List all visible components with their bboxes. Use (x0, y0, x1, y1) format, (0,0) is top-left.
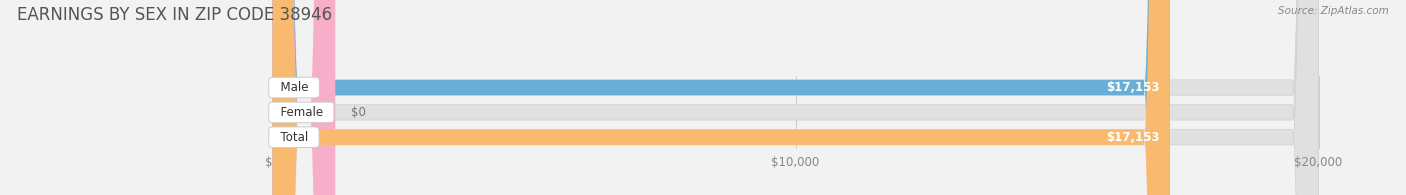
Text: Male: Male (273, 81, 315, 94)
FancyBboxPatch shape (273, 0, 1170, 195)
Text: Total: Total (273, 131, 315, 144)
Text: Female: Female (273, 106, 330, 119)
FancyBboxPatch shape (273, 0, 1319, 195)
FancyBboxPatch shape (273, 0, 1319, 195)
Text: EARNINGS BY SEX IN ZIP CODE 38946: EARNINGS BY SEX IN ZIP CODE 38946 (17, 6, 332, 24)
Text: Source: ZipAtlas.com: Source: ZipAtlas.com (1278, 6, 1389, 16)
FancyBboxPatch shape (273, 0, 1170, 195)
Text: $17,153: $17,153 (1105, 81, 1159, 94)
Text: $0: $0 (352, 106, 366, 119)
Text: $17,153: $17,153 (1105, 131, 1159, 144)
FancyBboxPatch shape (273, 0, 1319, 195)
FancyBboxPatch shape (273, 0, 335, 195)
